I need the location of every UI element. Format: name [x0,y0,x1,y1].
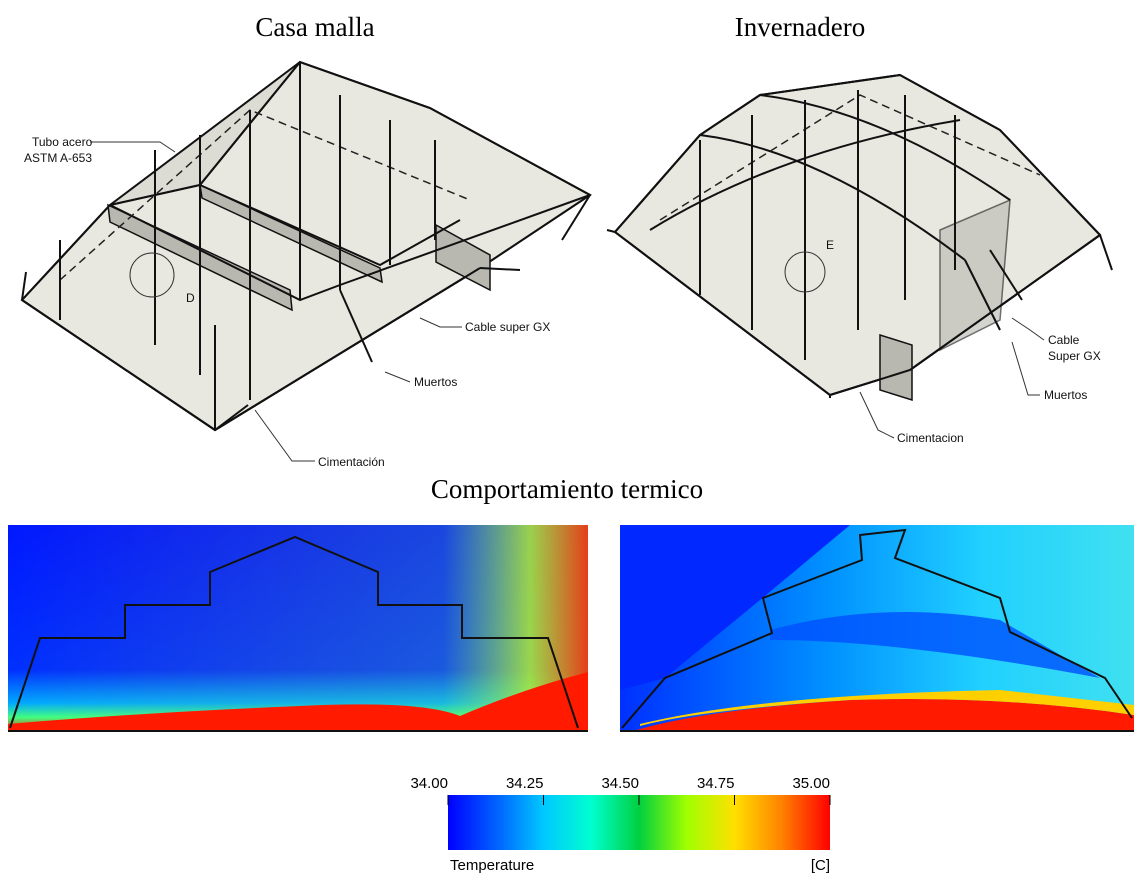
tick-label: 35.00 [792,775,830,792]
colorbar-title: Temperature [450,857,534,874]
detail-label: D [186,291,195,305]
leader [385,372,410,382]
label-cable: Cable super GX [465,320,550,334]
label-tube-1: Tubo acero [32,135,93,149]
structure-casa-malla [22,62,590,430]
tick-label: 34.75 [697,775,735,792]
colorbar-unit: [C] [811,857,830,874]
door [880,335,912,400]
leader [860,392,894,438]
label-muertos: Muertos [1044,388,1087,402]
section-title: Comportamiento termico [431,474,703,504]
tick-label: 34.50 [601,775,639,792]
leader [1012,318,1044,340]
tick-label: 34.00 [410,775,448,792]
leader [255,410,315,461]
label-cable-1: Cable [1048,333,1080,347]
figure: Casa malla Invernadero D Tubo acero ASTM… [0,0,1134,878]
detail-label: E [826,238,834,252]
structure-invernadero [607,75,1112,400]
leader [90,142,175,152]
thermal-field-right [620,525,1134,732]
label-cable-2: Super GX [1048,349,1101,363]
label-muertos: Muertos [414,375,457,389]
leader [1012,342,1040,395]
label-cimentacion: Cimentación [318,455,385,469]
leader [420,318,462,327]
title-left: Casa malla [255,12,374,42]
colorbar: 34.00 34.25 34.50 34.75 35.00 [410,775,830,850]
tick-label: 34.25 [506,775,544,792]
title-right: Invernadero [735,12,865,42]
label-tube-2: ASTM A-653 [24,151,92,165]
label-cimentacion: Cimentacion [897,431,964,445]
thermal-field-left [8,525,588,732]
